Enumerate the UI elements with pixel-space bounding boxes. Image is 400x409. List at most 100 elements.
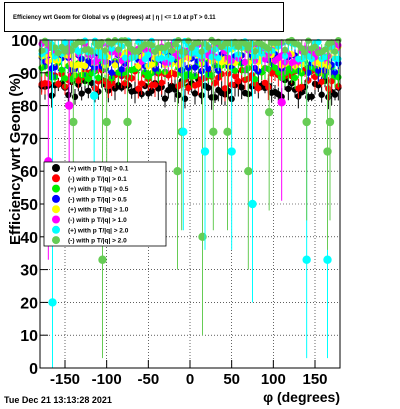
data-point bbox=[61, 75, 69, 82]
legend-box bbox=[43, 161, 167, 247]
data-point bbox=[198, 48, 205, 55]
data-point bbox=[88, 48, 95, 55]
y-tick-label: 100 bbox=[11, 33, 38, 50]
legend-marker bbox=[52, 236, 60, 245]
legend-marker bbox=[52, 205, 60, 214]
data-point bbox=[98, 38, 105, 46]
x-axis-label: φ (degrees) bbox=[263, 389, 340, 405]
data-point bbox=[235, 43, 242, 50]
data-point bbox=[85, 87, 92, 94]
data-point bbox=[298, 83, 305, 91]
data-point bbox=[165, 41, 172, 49]
data-point bbox=[138, 80, 145, 87]
data-point bbox=[281, 46, 289, 54]
outlier-point bbox=[244, 167, 253, 176]
data-point bbox=[135, 85, 142, 92]
legend-label: (-) with p T/|q| > 0.1 bbox=[68, 176, 127, 183]
legend-marker bbox=[52, 184, 60, 193]
y-tick-label: 10 bbox=[20, 328, 38, 345]
data-point bbox=[118, 66, 125, 73]
outlier-point bbox=[264, 107, 274, 117]
data-point bbox=[248, 40, 255, 48]
outlier-point bbox=[64, 101, 74, 110]
y-tick-label: 60 bbox=[20, 164, 38, 181]
chart-marks bbox=[38, 36, 342, 368]
data-point bbox=[285, 85, 292, 93]
data-point bbox=[85, 75, 92, 83]
data-point bbox=[55, 49, 62, 57]
legend-label: (-) with p T/|q| > 1.0 bbox=[68, 217, 127, 224]
data-point bbox=[298, 70, 305, 77]
outlier-point bbox=[48, 298, 57, 307]
data-point bbox=[181, 95, 189, 102]
data-point bbox=[141, 69, 149, 76]
data-point bbox=[121, 54, 129, 61]
data-point bbox=[331, 91, 339, 98]
x-tick-label: 150 bbox=[302, 371, 327, 388]
x-tick-label: 100 bbox=[261, 371, 286, 388]
data-point bbox=[255, 85, 262, 92]
legend-label: (+) with p T/|q| > 0.1 bbox=[68, 166, 129, 173]
legend-marker bbox=[52, 194, 60, 203]
data-point bbox=[108, 69, 115, 76]
data-point bbox=[261, 56, 269, 63]
data-point bbox=[161, 95, 169, 102]
outlier-point bbox=[223, 127, 232, 137]
y-axis-label: Efficiency wrt Geom (%) bbox=[7, 73, 24, 245]
data-point bbox=[121, 79, 129, 87]
title-box: Efficiency wrt Geom for Global vs φ (deg… bbox=[4, 2, 284, 32]
y-tick-label: 50 bbox=[20, 197, 38, 214]
x-tick-label: -150 bbox=[50, 371, 80, 388]
data-point bbox=[65, 91, 72, 99]
y-tick-label: 70 bbox=[20, 131, 38, 148]
data-point bbox=[261, 79, 269, 86]
data-point bbox=[115, 46, 122, 53]
data-point bbox=[195, 81, 202, 88]
outlier-point bbox=[277, 98, 286, 107]
legend-label: (+) with p T/|q| > 2.0 bbox=[68, 227, 129, 234]
outlier-point bbox=[69, 117, 78, 127]
data-point bbox=[215, 54, 222, 62]
data-point bbox=[78, 90, 85, 97]
data-point bbox=[51, 44, 59, 51]
data-point bbox=[58, 66, 65, 74]
data-point bbox=[281, 52, 289, 60]
x-axis: -150 -100 -50 0 50 100 150 bbox=[50, 360, 328, 388]
data-point bbox=[151, 81, 159, 88]
data-point bbox=[251, 76, 259, 83]
outlier-point bbox=[98, 255, 107, 264]
data-point bbox=[291, 74, 299, 82]
data-point bbox=[195, 39, 202, 46]
y-tick-label: 90 bbox=[20, 66, 38, 83]
data-point bbox=[241, 40, 249, 47]
data-point bbox=[108, 45, 115, 52]
data-point bbox=[205, 84, 212, 91]
legend-label: (+) with p T/|q| > 0.5 bbox=[68, 186, 129, 193]
y-tick-label: 80 bbox=[20, 99, 38, 116]
data-point bbox=[58, 43, 65, 51]
data-point bbox=[48, 92, 55, 99]
data-point bbox=[175, 91, 182, 99]
data-point bbox=[321, 53, 329, 61]
data-point bbox=[325, 85, 332, 92]
legend: (+) with p T/|q| > 0.1 (-) with p T/|q| >… bbox=[43, 161, 167, 247]
data-point bbox=[235, 77, 242, 85]
outlier-point bbox=[89, 91, 99, 100]
timestamp: Tue Dec 21 13:13:28 2021 bbox=[4, 395, 112, 405]
data-point bbox=[305, 69, 312, 76]
data-point bbox=[71, 93, 79, 101]
data-point bbox=[51, 64, 59, 71]
legend-marker bbox=[52, 225, 60, 234]
data-point bbox=[61, 39, 69, 46]
x-tick-label: -50 bbox=[137, 371, 159, 388]
data-point bbox=[55, 80, 62, 88]
legend-label: (-) with p T/|q| > 2.0 bbox=[68, 238, 127, 245]
data-point bbox=[301, 49, 309, 56]
data-point bbox=[95, 74, 102, 82]
data-point bbox=[251, 48, 259, 55]
data-point bbox=[185, 84, 192, 92]
x-tick-label: 50 bbox=[223, 371, 240, 388]
x-tick-label: -100 bbox=[92, 371, 122, 388]
data-point bbox=[311, 43, 319, 50]
